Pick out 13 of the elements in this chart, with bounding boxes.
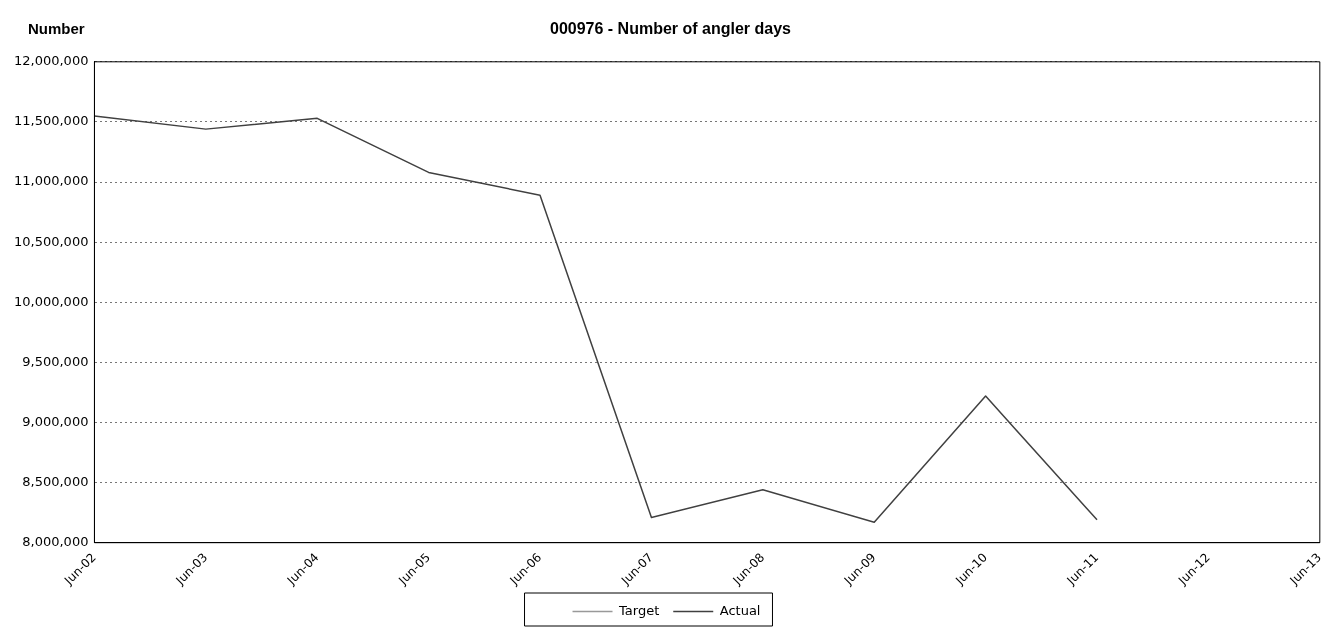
y-tick-label: 8,000,000	[22, 534, 89, 550]
y-tick-label: 9,500,000	[22, 353, 89, 369]
y-axis-title: Number	[28, 20, 85, 37]
legend-label: Target	[618, 602, 660, 618]
chart-title: 000976 - Number of angler days	[550, 20, 791, 37]
y-tick-label: 12,000,000	[14, 53, 89, 69]
legend-label: Actual	[719, 602, 761, 618]
y-tick-label: 11,000,000	[14, 173, 89, 189]
y-tick-label: 10,000,000	[14, 293, 89, 309]
y-tick-label: 10,500,000	[14, 233, 89, 249]
y-tick-label: 9,000,000	[22, 413, 89, 429]
y-tick-label: 8,500,000	[22, 473, 89, 489]
y-tick-label: 11,500,000	[14, 113, 89, 129]
